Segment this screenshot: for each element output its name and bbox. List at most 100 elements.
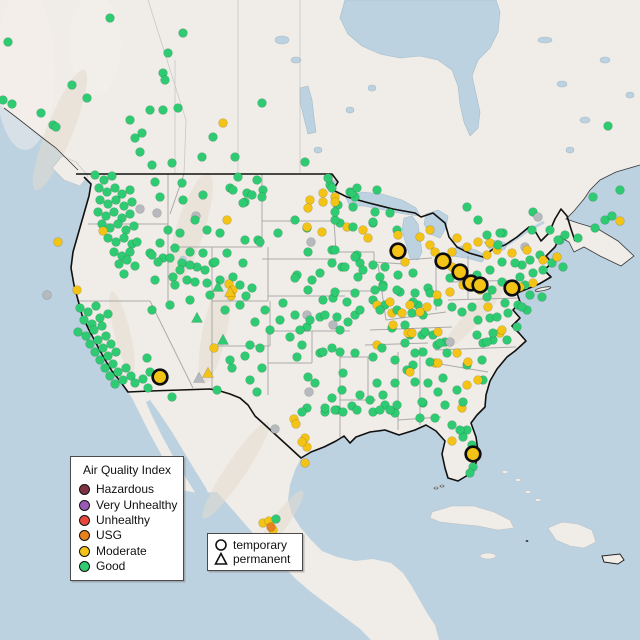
station-marker-good [93, 335, 103, 345]
station-marker-good [603, 121, 613, 131]
station-marker-good [113, 219, 123, 229]
station-marker-moderate [400, 257, 410, 267]
station-marker-good [220, 305, 230, 315]
station-marker-good [435, 338, 445, 348]
station-marker-good [155, 238, 165, 248]
station-marker-moderate [473, 237, 483, 247]
station-marker-good [121, 363, 131, 373]
station-marker-good [118, 375, 128, 385]
legend-item-moderate: Moderate [71, 544, 183, 559]
station-marker-good [538, 265, 548, 275]
station-marker-good [255, 237, 265, 247]
station-marker-good [95, 355, 105, 365]
station-marker-good [318, 347, 328, 357]
station-marker-moderate [300, 458, 310, 468]
station-marker-moderate [318, 188, 328, 198]
station-marker-good [458, 397, 468, 407]
station-marker-good [111, 195, 121, 205]
permanent-triangle-icon [214, 552, 228, 565]
station-marker-good [488, 328, 498, 338]
station-marker-good [110, 379, 120, 389]
station-marker-good [335, 325, 345, 335]
very-unhealthy-swatch-icon [79, 499, 90, 511]
station-marker-good [240, 351, 250, 361]
province-borders [147, 0, 301, 175]
legend-item-very-unhealthy: Very Unhealthy [71, 497, 183, 512]
station-marker-good [338, 407, 348, 417]
station-marker-moderate [405, 367, 415, 377]
station-marker-good [355, 390, 365, 400]
station-marker-good [368, 352, 378, 362]
station-marker-good [247, 283, 257, 293]
station-marker-good [372, 378, 382, 388]
station-marker-good [365, 395, 375, 405]
station-marker-good [300, 157, 310, 167]
station-marker-good [375, 305, 385, 315]
station-marker-good [91, 301, 101, 311]
station-marker-good [438, 373, 448, 383]
station-marker-moderate [552, 252, 562, 262]
station-marker-moderate [218, 118, 228, 128]
station-marker-good [350, 252, 360, 262]
station-marker-good [380, 262, 390, 272]
station-marker-good [202, 225, 212, 235]
station-marker-good [170, 280, 180, 290]
station-marker-good [100, 363, 110, 373]
station-marker-good [173, 103, 183, 113]
station-marker-moderate-permanent [201, 366, 215, 378]
station-marker-moderate-highlighted [451, 263, 469, 281]
station-marker-good [105, 371, 115, 381]
station-marker-good [255, 343, 265, 353]
station-marker-good [525, 290, 535, 300]
station-marker-good [487, 285, 497, 295]
station-marker-good [560, 230, 570, 240]
station-marker-good [358, 265, 368, 275]
station-marker-good [415, 413, 425, 423]
station-marker-good [327, 393, 337, 403]
station-marker-moderate [447, 247, 457, 257]
station-marker-moderate [528, 278, 538, 288]
station-marker-good [165, 300, 175, 310]
station-marker-good [370, 285, 380, 295]
station-marker-good [510, 258, 520, 268]
station-marker-good [390, 355, 400, 365]
station-marker-good [273, 228, 283, 238]
lake-michigan [401, 215, 423, 261]
station-marker-good [185, 295, 195, 305]
station-marker-moderate [358, 225, 368, 235]
station-marker-good [150, 177, 160, 187]
station-marker-good [197, 152, 207, 162]
station-marker-good [185, 247, 195, 257]
station-marker-moderate [507, 248, 517, 258]
station-marker-good [385, 405, 395, 415]
station-marker-moderate [415, 307, 425, 317]
station-marker-good [132, 237, 142, 247]
station-marker-good [335, 347, 345, 357]
station-marker-moderate [452, 348, 462, 358]
station-marker-good [138, 374, 148, 384]
station-marker-good [343, 317, 353, 327]
station-marker-good [135, 147, 145, 157]
station-marker-good [303, 285, 313, 295]
station-marker-good [515, 272, 525, 282]
station-marker-good [525, 255, 535, 265]
station-marker-good [467, 302, 477, 312]
station-marker-good [130, 378, 140, 388]
station-marker-good [241, 291, 251, 301]
station-marker-good [353, 272, 363, 282]
station-marker-good [109, 207, 119, 217]
station-marker-good [240, 235, 250, 245]
station-marker-good [290, 215, 300, 225]
long-island [534, 286, 552, 292]
station-marker-good [410, 377, 420, 387]
station-marker-good [129, 221, 139, 231]
station-marker-good [417, 397, 427, 407]
hispaniola [547, 521, 597, 549]
station-marker-good [385, 208, 395, 218]
station-marker-moderate [463, 357, 473, 367]
station-marker-good [90, 347, 100, 357]
station-marker-good [170, 243, 180, 253]
station-marker-good [600, 215, 610, 225]
station-marker-good [245, 340, 255, 350]
